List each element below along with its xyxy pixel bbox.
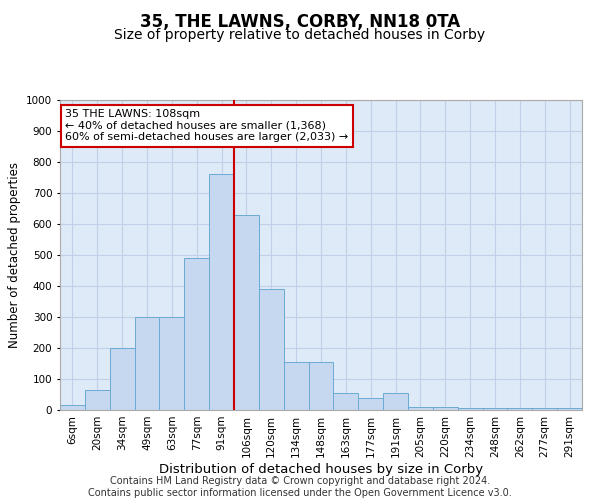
Bar <box>408 407 433 410</box>
Bar <box>433 407 458 410</box>
Bar <box>532 408 557 410</box>
Bar <box>284 362 308 410</box>
Text: 35, THE LAWNS, CORBY, NN18 0TA: 35, THE LAWNS, CORBY, NN18 0TA <box>140 12 460 30</box>
Bar <box>482 408 508 410</box>
X-axis label: Distribution of detached houses by size in Corby: Distribution of detached houses by size … <box>159 462 483 475</box>
Bar <box>160 317 184 410</box>
Bar <box>209 174 234 410</box>
Text: Size of property relative to detached houses in Corby: Size of property relative to detached ho… <box>115 28 485 42</box>
Bar <box>184 258 209 410</box>
Text: 35 THE LAWNS: 108sqm
← 40% of detached houses are smaller (1,368)
60% of semi-de: 35 THE LAWNS: 108sqm ← 40% of detached h… <box>65 110 349 142</box>
Bar <box>308 362 334 410</box>
Bar <box>234 214 259 410</box>
Bar <box>110 348 134 410</box>
Bar <box>259 289 284 410</box>
Text: Contains HM Land Registry data © Crown copyright and database right 2024.
Contai: Contains HM Land Registry data © Crown c… <box>88 476 512 498</box>
Bar <box>358 398 383 410</box>
Bar <box>458 408 482 410</box>
Bar <box>334 393 358 410</box>
Bar <box>134 317 160 410</box>
Bar <box>557 408 582 410</box>
Bar <box>85 390 110 410</box>
Bar <box>508 408 532 410</box>
Bar <box>60 406 85 410</box>
Y-axis label: Number of detached properties: Number of detached properties <box>8 162 20 348</box>
Bar <box>383 393 408 410</box>
